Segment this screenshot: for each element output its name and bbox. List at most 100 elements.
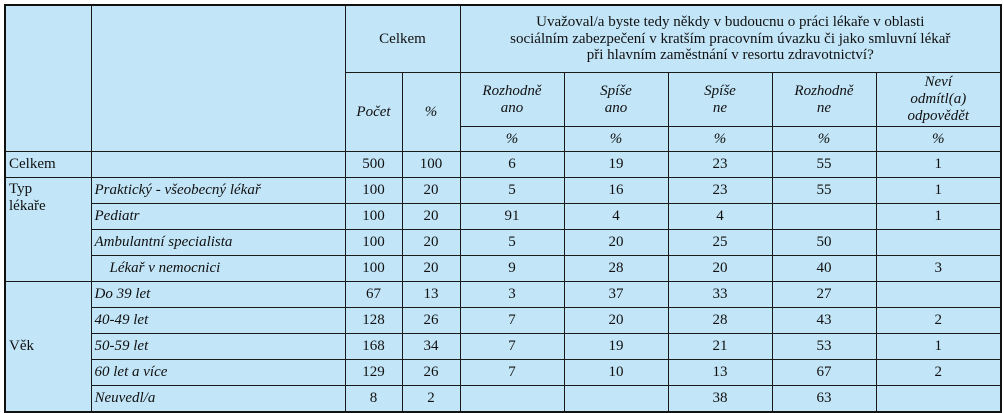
row-group-typ-lekare: Typ lékaře [4,177,92,282]
cell-value-2: 23 [667,151,773,178]
row-label-pediatr: Pediatr [90,203,346,230]
cell-pct: 20 [401,203,461,230]
cell-pct: 100 [401,151,461,178]
header-answer-rozhodne-ano: Rozhodně ano [459,72,565,127]
cell-value-2: 25 [667,229,773,256]
survey-table-container: Celkem Uvažoval/a byste tedy někdy v bud… [4,4,1003,413]
header-group-celkem: Celkem [344,4,461,73]
header-answer-4-line-2: odmítl(a) [910,91,967,108]
cell-pocet: 100 [344,255,403,282]
cell-value-4: 1 [875,151,1002,178]
header-answer-spise-ano: Spíše ano [563,72,669,127]
cell-value-2: 21 [667,333,773,360]
cell-value-2: 4 [667,203,773,230]
table-row: Typ lékaře Praktický - všeobecný lékař 1… [4,177,1002,282]
cell-value-2: 28 [667,307,773,334]
row-group-vek: Věk [4,281,92,413]
row-label-50-59: 50-59 let [90,333,346,360]
header-answer-1-line-1: Spíše [600,82,632,99]
cell-value-1: 20 [563,307,669,334]
header-col-pocet: Počet [344,72,403,152]
row-label-celkem [90,151,346,178]
row-label-nemocnice: Lékař v nemocnici [90,255,346,282]
cell-value-1: 16 [563,177,669,204]
cell-value-1: 19 [563,333,669,360]
cell-value-3 [771,203,877,230]
table-row: Neuvedl/a 8 2 38 63 [5,385,1002,413]
table-row: Ambulantní specialista 100 20 5 20 25 50 [5,229,1002,256]
header-answer-spise-ne: Spíše ne [667,72,773,127]
header-col-percent: % [401,72,461,152]
header-answer-2-line-1: Spíše [704,82,736,99]
table-row: Pediatr 100 20 91 4 4 1 [5,203,1002,230]
cell-value-1: 4 [563,203,669,230]
cell-value-1: 28 [563,255,669,282]
cell-value-1: 37 [563,281,669,308]
header-answer-2-line-2: ne [712,99,728,116]
header-row-titles: Celkem Uvažoval/a byste tedy někdy v bud… [4,4,1002,152]
cell-value-3: 43 [771,307,877,334]
row-label-do-39: Do 39 let [90,281,346,308]
cell-value-0: 7 [459,333,565,360]
cell-value-4 [875,281,1002,308]
cell-pct: 20 [401,255,461,282]
header-unit-3: % [771,126,877,152]
cell-value-0: 7 [459,359,565,386]
table-row: Celkem 500 100 6 19 23 55 1 [4,151,1002,178]
row-label-60-plus: 60 let a více [90,359,346,386]
header-answer-3-line-2: ne [816,99,832,116]
table-row: 60 let a více 129 26 7 10 13 67 2 [5,359,1002,386]
header-unit-1: % [563,126,669,152]
header-answer-rozhodne-ne: Rozhodně ne [771,72,877,127]
cell-value-2: 38 [667,385,773,413]
cell-value-0: 7 [459,307,565,334]
cell-value-4: 3 [875,255,1002,282]
cell-pocet: 100 [344,229,403,256]
header-question-line-3: při hlavním zaměstnání v resortu zdravot… [586,47,874,64]
cell-value-1: 19 [563,151,669,178]
cell-value-0: 5 [459,229,565,256]
header-answer-4-line-3: odpovědět [907,107,970,124]
header-answer-0-line-2: ano [500,99,524,116]
row-label-ambulantni: Ambulantní specialista [90,229,346,256]
cell-value-4 [875,229,1002,256]
cell-value-3: 27 [771,281,877,308]
header-answer-1-line-2: ano [604,99,628,116]
cell-pocet: 129 [344,359,403,386]
header-answer-4-line-1: Neví [924,74,953,91]
cell-value-3: 55 [771,151,877,178]
cell-pocet: 8 [344,385,403,413]
cell-pocet: 500 [344,151,403,178]
header-unit-4: % [875,126,1002,152]
cell-value-3: 67 [771,359,877,386]
cell-value-0: 6 [459,151,565,178]
cell-value-3: 53 [771,333,877,360]
header-answer-0-line-1: Rozhodně [482,82,542,99]
cell-value-0: 5 [459,177,565,204]
cell-pct: 2 [401,385,461,413]
header-row-subcolumns: Počet % Rozhodně ano Spíše ano Spíše ne … [5,72,1002,152]
cell-pocet: 100 [344,203,403,230]
header-corner-blank [4,4,92,152]
cell-value-4: 1 [875,333,1002,360]
cell-pct: 20 [401,177,461,204]
cell-pocet: 100 [344,177,403,204]
row-group-typ-lekare-line-2: lékaře [9,197,46,214]
cell-value-2: 13 [667,359,773,386]
table-row: Lékař v nemocnici 100 20 9 28 20 40 3 [5,255,1002,282]
cell-pocet: 168 [344,333,403,360]
header-question-line-2: sociálním zabezpečení v kratším pracovní… [510,30,951,47]
cell-value-0 [459,385,565,413]
cell-value-3: 50 [771,229,877,256]
row-group-celkem: Celkem [4,151,92,178]
header-question-line-1: Uvažoval/a byste tedy někdy v budoucnu o… [536,13,925,30]
cell-pocet: 67 [344,281,403,308]
cell-pct: 26 [401,307,461,334]
table-row: Věk Do 39 let 67 13 3 37 33 27 [4,281,1002,413]
cell-value-1 [563,385,669,413]
cell-value-2: 20 [667,255,773,282]
cell-value-0: 91 [459,203,565,230]
cell-value-0: 9 [459,255,565,282]
cell-value-4: 2 [875,307,1002,334]
cell-value-3: 63 [771,385,877,413]
